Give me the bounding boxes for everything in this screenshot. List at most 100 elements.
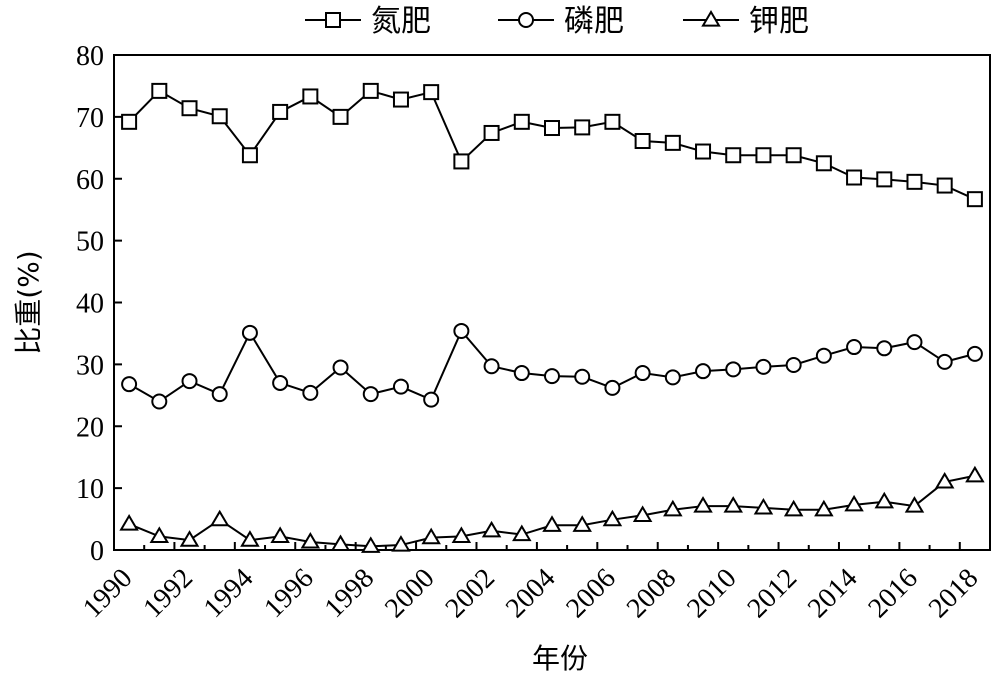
data-point-circle <box>725 361 742 378</box>
data-point-circle <box>604 379 621 396</box>
data-point-square <box>211 108 228 125</box>
x-axis-title: 年份 <box>532 642 588 675</box>
data-point-square <box>392 91 409 108</box>
y-tick-label: 50 <box>76 227 104 258</box>
legend-label: 钾肥 <box>749 4 809 39</box>
y-axis-title: 比重(%) <box>12 250 45 354</box>
data-point-square <box>574 119 591 136</box>
data-point-triangle <box>149 526 170 543</box>
data-point-triangle <box>451 526 472 543</box>
data-point-triangle <box>421 527 441 545</box>
x-tick-label: 2016 <box>862 563 924 625</box>
x-tick-label: 1996 <box>258 563 320 625</box>
data-point-square <box>483 124 500 141</box>
data-point-circle <box>362 386 379 403</box>
data-point-circle <box>453 322 470 339</box>
x-tick-label: 2000 <box>379 563 441 625</box>
x-tick-label: 2012 <box>742 563 804 625</box>
data-point-triangle <box>572 515 592 532</box>
data-point-triangle <box>391 535 411 552</box>
data-point-square <box>966 191 983 208</box>
data-point-circle <box>121 376 138 393</box>
legend-marker-circle <box>518 12 534 28</box>
data-point-triangle <box>874 491 895 509</box>
x-tick-label: 2002 <box>439 563 501 625</box>
legend-marker-triangle <box>701 10 721 27</box>
data-point-triangle <box>602 509 623 527</box>
data-point-square <box>604 113 621 130</box>
data-point-square <box>151 82 168 99</box>
data-point-square <box>936 177 953 194</box>
data-point-circle <box>785 356 802 373</box>
data-point-triangle <box>119 514 139 531</box>
x-tick-label: 2006 <box>560 563 622 625</box>
legend-item: 钾肥 <box>683 4 809 39</box>
data-point-triangle <box>663 499 683 517</box>
series-square <box>121 82 983 208</box>
data-point-triangle <box>179 530 200 547</box>
y-tick-label: 60 <box>76 165 104 196</box>
data-point-circle <box>906 334 923 351</box>
data-point-square <box>181 100 198 117</box>
x-tick-label: 1990 <box>77 563 139 625</box>
data-point-circle <box>392 378 409 395</box>
data-point-triangle <box>783 499 804 517</box>
series-layer <box>119 82 985 553</box>
data-point-triangle <box>753 497 774 515</box>
data-point-square <box>815 155 832 172</box>
x-tick-label: 2010 <box>681 563 743 625</box>
x-tick-label: 1998 <box>319 563 381 625</box>
data-point-triangle <box>512 524 532 542</box>
y-tick-label: 40 <box>76 289 104 320</box>
data-point-triangle <box>270 526 290 543</box>
y-tick-label: 0 <box>90 536 104 567</box>
data-point-circle <box>695 363 712 380</box>
y-tick-label: 80 <box>76 41 104 72</box>
data-point-triangle <box>904 496 925 513</box>
legend-label: 磷肥 <box>564 4 624 39</box>
x-tick-label: 1992 <box>137 563 199 625</box>
data-point-square <box>906 173 923 190</box>
plot-area: 0102030405060708019901992199419961998200… <box>76 41 991 625</box>
x-tick-label: 2004 <box>500 563 562 625</box>
data-point-circle <box>634 365 651 382</box>
data-point-square <box>332 108 349 125</box>
y-tick-label: 70 <box>76 103 104 134</box>
data-point-circle <box>846 339 863 356</box>
x-tick-label: 2018 <box>923 563 985 625</box>
data-point-circle <box>241 324 258 341</box>
data-point-square <box>272 103 289 120</box>
data-point-circle <box>876 340 893 357</box>
data-point-square <box>241 147 258 164</box>
y-tick-label: 30 <box>76 350 104 381</box>
series-circle <box>121 322 983 410</box>
data-point-triangle <box>330 534 351 552</box>
data-point-triangle <box>934 471 955 489</box>
data-point-circle <box>966 345 983 362</box>
legend-item: 磷肥 <box>498 4 624 39</box>
series-line <box>128 329 976 403</box>
legend: 氮肥 磷肥 钾肥 <box>305 4 809 39</box>
data-point-circle <box>936 353 953 370</box>
data-point-circle <box>151 393 168 410</box>
data-point-square <box>725 147 742 164</box>
data-point-circle <box>332 359 349 376</box>
data-point-circle <box>544 368 560 385</box>
data-point-triangle <box>361 536 381 553</box>
data-point-circle <box>423 391 440 408</box>
data-point-circle <box>272 374 289 391</box>
data-point-square <box>634 133 651 150</box>
series-triangle <box>119 465 985 553</box>
data-point-circle <box>302 384 319 401</box>
data-point-square <box>362 82 379 99</box>
axis-ticks: 0102030405060708019901992199419961998200… <box>76 41 991 625</box>
data-point-triangle <box>300 531 321 549</box>
data-point-circle <box>755 358 772 375</box>
data-point-circle <box>181 373 198 390</box>
data-point-triangle <box>693 496 713 513</box>
data-point-square <box>876 171 893 188</box>
data-point-square <box>755 147 772 164</box>
data-point-triangle <box>814 499 834 517</box>
data-point-square <box>846 169 863 186</box>
data-point-square <box>785 147 802 164</box>
